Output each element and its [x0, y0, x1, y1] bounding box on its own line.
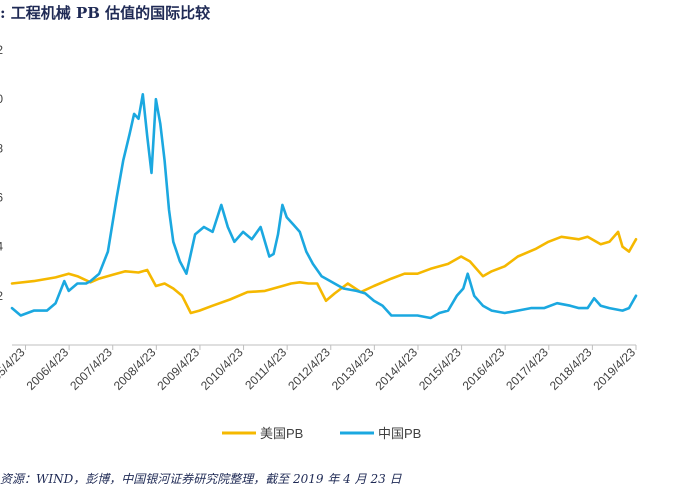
x-tick-label: 2016/4/23 [460, 345, 508, 393]
x-tick-label: 2010/4/23 [198, 345, 246, 393]
source-note: 资源：WIND，彭博，中国银河证券研究院整理，截至 2019 年 4 月 23 … [0, 472, 402, 486]
x-tick-label: 2007/4/23 [67, 345, 115, 393]
series-line-china-pb [10, 93, 638, 320]
chart-title: : 工程机械 PB 估值的国际比较 [0, 4, 211, 22]
y-tick-label: 10 [0, 92, 3, 106]
y-tick-label: 12 [0, 43, 3, 57]
x-tick-label: 2012/4/23 [285, 345, 333, 393]
chart: 2 4 6 8 10 12 2005/4/232006/4/232007/4/232008… [0, 43, 638, 441]
legend: 美国PB 中国PB [222, 426, 421, 441]
y-axis: 2 4 6 8 10 12 [0, 43, 3, 303]
y-tick-label: 8 [0, 141, 3, 155]
x-tick-label: 2017/4/23 [503, 345, 551, 393]
y-tick-label: 4 [0, 240, 3, 254]
series-lines [10, 93, 638, 320]
legend-label-china-pb: 中国PB [378, 426, 421, 441]
x-tick-label: 2014/4/23 [372, 345, 420, 393]
series-line-us-pb [10, 230, 638, 315]
x-tick-label: 2008/4/23 [111, 345, 159, 393]
y-tick-label: 6 [0, 191, 3, 205]
x-axis-ticks [25, 345, 637, 350]
x-tick-label: 2009/4/23 [154, 345, 202, 393]
x-tick-label: 2005/4/23 [0, 345, 28, 393]
y-tick-label: 2 [0, 289, 3, 303]
x-tick-label: 2018/4/23 [547, 345, 595, 393]
x-tick-label: 2006/4/23 [24, 345, 72, 393]
x-tick-label: 2011/4/23 [242, 345, 289, 392]
x-tick-label: 2013/4/23 [329, 345, 377, 393]
legend-label-us-pb: 美国PB [260, 426, 303, 441]
x-tick-label: 2015/4/23 [416, 345, 464, 393]
x-tick-label: 2019/4/23 [590, 345, 638, 393]
x-axis: 2005/4/232006/4/232007/4/232008/4/232009… [0, 345, 638, 393]
